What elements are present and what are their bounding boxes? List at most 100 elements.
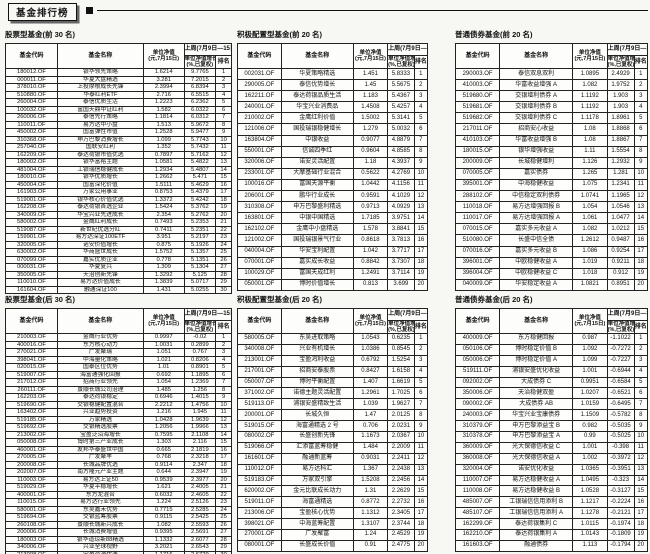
rank-cell: 7 (633, 398, 649, 411)
rank-cell: 8 (215, 120, 232, 129)
rank-cell: 29 (215, 278, 232, 287)
rank-cell: 18 (633, 256, 649, 269)
fund-code-cell: 310308.OF (237, 201, 282, 214)
growth-cell: -0.3972 (606, 452, 635, 465)
fund-name-cell: 金元比联成长动力 (280, 485, 354, 498)
table-row: 213002.OF 宝盈泛沿海增长 0.7595 2.1108 14 (5, 430, 232, 439)
fund-code-cell: 100029.OF (237, 267, 282, 280)
rank-cell: 1 (215, 68, 232, 77)
nav-cell: 0.9539 (142, 475, 185, 484)
header-fund-code: 基金代码 (5, 43, 58, 69)
nav-cell: 1.0895 (572, 67, 608, 81)
fund-code-cell: 450004.OF (5, 180, 58, 189)
growth-cell: 7.2015 (183, 75, 217, 84)
header-rank: 排名 (413, 55, 429, 69)
nav-cell: 1.054 (572, 201, 608, 214)
table-row: 070001.OF 嘉实成长收益 0.8842 3.7307 18 (237, 256, 429, 269)
rank-cell: 12 (633, 452, 649, 465)
rank-cell: 22 (215, 490, 232, 499)
rank-cell: 9 (215, 128, 232, 137)
header-nav: 单位净值 (元,7月15日) (352, 308, 389, 334)
table-row: 519185.OF 万家精选 1.0428 1.9639 12 (5, 415, 232, 424)
growth-cell: 2.0231 (387, 420, 415, 433)
rank-cell: 12 (413, 190, 429, 203)
rank-cell: 4 (633, 365, 649, 378)
fund-name-cell: 易方达科汇 (280, 463, 354, 476)
fund-name-cell: 中信稳定双利债券 (499, 190, 574, 203)
growth-cell: -0.3951 (606, 463, 635, 476)
fund-code-cell: 000011.OF (5, 75, 58, 84)
rank-cell: 24 (215, 505, 232, 514)
nav-cell: 1.183 (352, 90, 389, 103)
fund-code-cell: 270005.OF (5, 453, 58, 462)
growth-cell: -0.3127 (606, 485, 635, 498)
fund-code-cell: 002031.OF (237, 67, 282, 81)
fund-table: 基金代码基金名称单位净值(元,7月15日)上周(7月9日—15日)单位净值增长率… (237, 43, 429, 292)
growth-cell: 0.8951 (606, 278, 635, 292)
header-week-group: 上周(7月9日—15日) (606, 43, 649, 56)
growth-cell: -0.02 (183, 333, 217, 342)
fund-name-cell: 长城品牌优选 (56, 460, 144, 469)
table-row: 450002.OF 国富弹性市值 1.2528 5.9477 9 (5, 128, 232, 137)
nav-cell: 1.086 (572, 245, 608, 258)
growth-cell: -0.6495 (606, 398, 635, 411)
fund-name-cell: 东吴嘉禾优势 (56, 505, 144, 514)
header-growth: 单位净值增长率(%,已复权) (183, 55, 217, 69)
table-row: 340009.OF 华宝兴业先进成长 2.354 5.2762 20 (5, 210, 232, 219)
rank-cell: 13 (633, 201, 649, 214)
fund-code-cell: 400009.OF (454, 333, 501, 345)
rank-cell: 25 (215, 248, 232, 257)
rank-cell: 27 (215, 263, 232, 272)
growth-cell: 3.8841 (387, 223, 415, 236)
table-row: 000031.OF 华夏复兴 1.309 5.1304 27 (5, 263, 232, 272)
table-row: 360009.OF 光大保德信收益 C 1.001 -0.398 11 (454, 441, 649, 454)
growth-cell: 1.2369 (183, 378, 217, 387)
fund-name-cell: 交银增利债券 B (499, 101, 574, 114)
table-row: 050007.OF 博时平衡配置 1.407 1.6619 5 (237, 376, 429, 389)
growth-cell: -0.5035 (606, 420, 635, 433)
table-row: 340008.OF 兴业有机增长 1.0386 0.8545 2 (237, 343, 429, 356)
nav-cell: 1.0741 (572, 190, 608, 203)
rank-cell: 27 (215, 528, 232, 537)
nav-cell: 1.279 (352, 123, 389, 136)
table-row: 270021.OF 广发聚瑞 1.051 0.767 3 (5, 348, 232, 357)
rank-cell: 13 (215, 158, 232, 167)
nav-cell: 1.3107 (352, 518, 389, 531)
nav-cell: 0.692 (142, 370, 185, 379)
rank-cell: 22 (215, 225, 232, 234)
fund-name-cell: 东方核心动力 (56, 340, 144, 349)
fund-name-cell: 易方达上证50 (56, 475, 144, 484)
growth-cell: -0.1794 (606, 539, 635, 553)
nav-cell: 0.6792 (352, 354, 389, 367)
growth-cell: -0.6944 (606, 365, 635, 378)
fund-code-cell: 180012.OF (5, 68, 58, 77)
fund-name-cell: 嘉实成长收益 (280, 256, 354, 269)
nav-cell: 1.039 (352, 398, 389, 411)
fund-code-cell: 260108.OF (5, 520, 58, 529)
nav-cell: 1.0386 (352, 343, 389, 356)
table-row: 100029.OF 富国天成红利 1.2491 3.7114 19 (237, 267, 429, 280)
table-row: 481004.OF 工银瑞信稳健成长 1.2934 5.4807 14 (5, 165, 232, 174)
section-title: 积极配置型基金(前 20 名) (237, 30, 323, 39)
rank-cell: 20 (633, 539, 649, 553)
growth-cell: 5.2762 (183, 210, 217, 219)
growth-cell: 5.7162 (183, 150, 217, 159)
table-row: 398041.OF 中海量化策略 1.021 0.8206 4 (5, 355, 232, 364)
rank-cell: 17 (413, 245, 429, 258)
fund-code-cell: 210002.OF (237, 112, 282, 125)
rank-cell: 7 (413, 134, 429, 147)
table-row: 180012.OF 银华领先策略 1.6214 9.7765 1 (5, 68, 232, 77)
nav-cell: 1.431 (142, 285, 185, 294)
nav-cell: 1.5424 (142, 203, 185, 212)
nav-cell: 0.9591 (352, 190, 389, 203)
fund-code-cell: 481004.OF (5, 165, 58, 174)
growth-cell: -0.5782 (606, 409, 635, 422)
fund-code-cell: 510080.OF (454, 234, 501, 247)
nav-cell: 3.2021 (142, 543, 185, 552)
fund-name-cell: 宝盈鸿利收益 (280, 354, 354, 367)
growth-cell: 5.4242 (183, 195, 217, 204)
growth-cell: 2.347 (183, 460, 217, 469)
table-row: 519087.OF 新世纪优选分红 0.7411 5.2351 22 (5, 225, 232, 234)
fund-name-cell: 长盛成长价值 (280, 539, 354, 553)
growth-cell: 5.4367 (387, 90, 415, 103)
